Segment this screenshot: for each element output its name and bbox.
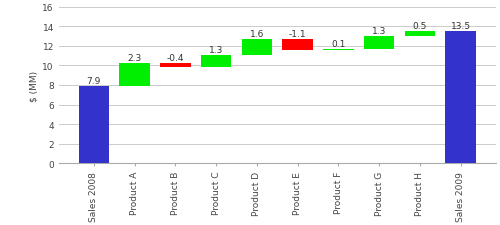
Text: 0.1: 0.1 <box>331 40 345 49</box>
Text: -0.4: -0.4 <box>166 54 184 63</box>
Bar <box>242 40 272 55</box>
Bar <box>78 87 109 164</box>
Bar <box>404 32 435 37</box>
Text: 7.9: 7.9 <box>86 77 101 86</box>
Text: 0.5: 0.5 <box>412 22 427 31</box>
Text: 13.5: 13.5 <box>450 22 470 31</box>
Text: 1.6: 1.6 <box>250 30 264 39</box>
Bar <box>201 55 232 68</box>
Bar <box>364 37 394 50</box>
Text: 1.3: 1.3 <box>372 27 386 36</box>
Bar <box>323 50 354 51</box>
Y-axis label: $ (MM): $ (MM) <box>29 70 38 101</box>
Text: -1.1: -1.1 <box>289 30 306 39</box>
Bar <box>446 32 476 164</box>
Bar <box>120 64 150 87</box>
Bar <box>160 64 190 68</box>
Text: 2.3: 2.3 <box>128 54 141 63</box>
Bar <box>282 40 313 51</box>
Text: 1.3: 1.3 <box>209 45 224 54</box>
